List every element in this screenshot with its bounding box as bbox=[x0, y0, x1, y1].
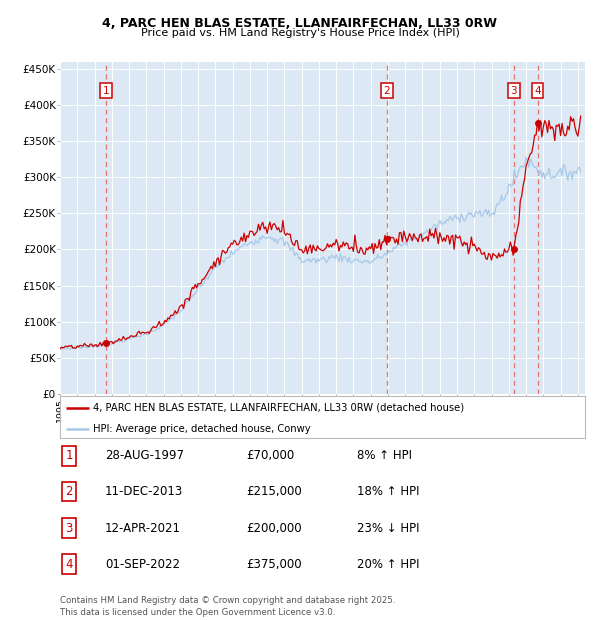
Text: 1: 1 bbox=[103, 86, 109, 96]
Text: 4, PARC HEN BLAS ESTATE, LLANFAIRFECHAN, LL33 0RW: 4, PARC HEN BLAS ESTATE, LLANFAIRFECHAN,… bbox=[103, 17, 497, 30]
Text: £70,000: £70,000 bbox=[246, 450, 294, 462]
Text: 20% ↑ HPI: 20% ↑ HPI bbox=[357, 558, 419, 570]
Text: 11-DEC-2013: 11-DEC-2013 bbox=[105, 485, 183, 498]
Text: 12-APR-2021: 12-APR-2021 bbox=[105, 522, 181, 534]
Text: £215,000: £215,000 bbox=[246, 485, 302, 498]
Text: £200,000: £200,000 bbox=[246, 522, 302, 534]
Text: 2: 2 bbox=[383, 86, 390, 96]
Text: 4: 4 bbox=[534, 86, 541, 96]
Text: 4: 4 bbox=[65, 558, 73, 570]
Text: HPI: Average price, detached house, Conwy: HPI: Average price, detached house, Conw… bbox=[92, 423, 310, 433]
Text: £375,000: £375,000 bbox=[246, 558, 302, 570]
Text: Contains HM Land Registry data © Crown copyright and database right 2025.
This d: Contains HM Land Registry data © Crown c… bbox=[60, 596, 395, 617]
Text: 18% ↑ HPI: 18% ↑ HPI bbox=[357, 485, 419, 498]
Text: 8% ↑ HPI: 8% ↑ HPI bbox=[357, 450, 412, 462]
Text: 1: 1 bbox=[65, 450, 73, 462]
Text: 23% ↓ HPI: 23% ↓ HPI bbox=[357, 522, 419, 534]
Text: Price paid vs. HM Land Registry's House Price Index (HPI): Price paid vs. HM Land Registry's House … bbox=[140, 28, 460, 38]
Text: 4, PARC HEN BLAS ESTATE, LLANFAIRFECHAN, LL33 0RW (detached house): 4, PARC HEN BLAS ESTATE, LLANFAIRFECHAN,… bbox=[92, 402, 464, 412]
Text: 01-SEP-2022: 01-SEP-2022 bbox=[105, 558, 180, 570]
Text: 3: 3 bbox=[510, 86, 517, 96]
Text: 3: 3 bbox=[65, 522, 73, 534]
Text: 2: 2 bbox=[65, 485, 73, 498]
Text: 28-AUG-1997: 28-AUG-1997 bbox=[105, 450, 184, 462]
